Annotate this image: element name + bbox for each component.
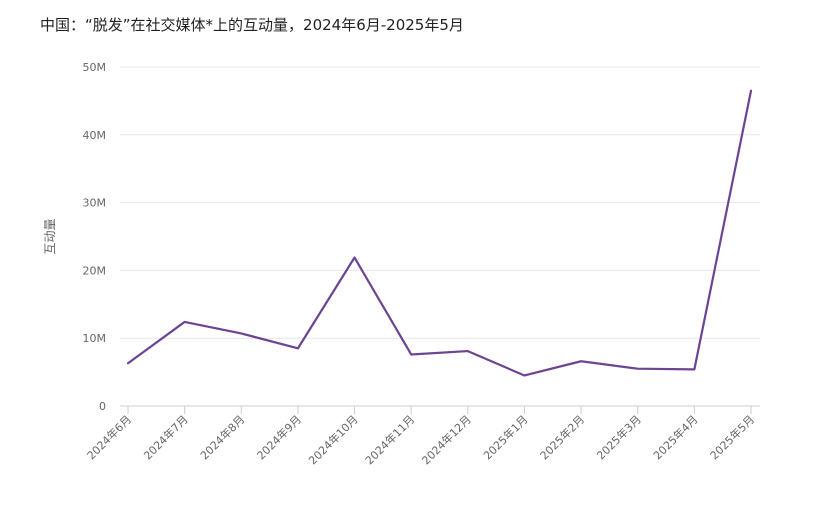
x-tick-label: 2025年4月 — [650, 412, 700, 462]
x-tick-label: 2025年1月 — [480, 412, 530, 462]
y-tick-label: 40M — [83, 129, 107, 142]
x-tick-label: 2025年5月 — [707, 412, 757, 462]
y-tick-label: 20M — [83, 264, 107, 277]
x-tick-label: 2024年11月 — [362, 412, 417, 467]
y-tick-label: 50M — [83, 61, 107, 74]
x-tick-label: 2024年6月 — [84, 412, 134, 462]
x-tick-label: 2025年2月 — [537, 412, 587, 462]
x-tick-label: 2024年12月 — [419, 412, 474, 467]
y-tick-label: 10M — [83, 332, 107, 345]
x-tick-label: 2024年7月 — [141, 412, 191, 462]
y-axis-title: 互动量 — [43, 218, 57, 254]
x-tick-label: 2024年10月 — [306, 412, 361, 467]
y-tick-label: 30M — [83, 197, 107, 210]
x-tick-label: 2024年8月 — [197, 412, 247, 462]
x-tick-label: 2024年9月 — [254, 412, 304, 462]
x-tick-label: 2025年3月 — [594, 412, 644, 462]
chart-title: 中国：“脱发”在社交媒体*上的互动量，2024年6月-2025年5月 — [40, 16, 464, 34]
series-line — [126, 89, 753, 377]
y-tick-label: 0 — [99, 400, 106, 413]
